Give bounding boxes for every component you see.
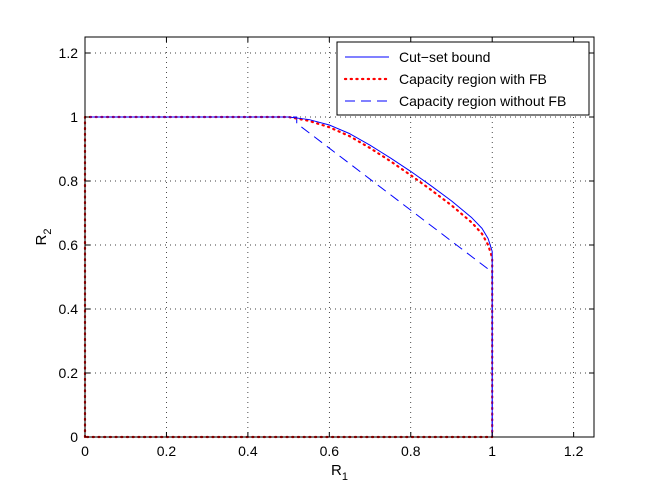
legend-label: Capacity region with FB [399,71,547,87]
x-tick-label: 0.6 [320,443,340,459]
y-tick-label: 0.8 [59,173,79,189]
y-axis-label: R2 [33,229,54,246]
y-tick-label: 0.4 [59,301,79,317]
y-axis-label-main: R [33,234,50,245]
series-layer [83,115,494,439]
legend-label: Capacity region without FB [399,93,566,109]
x-tick-label: 0.4 [238,443,258,459]
legend-label: Cut−set bound [399,49,490,65]
y-tick-label: 0.2 [59,365,79,381]
y-tick-label: 0.6 [59,237,79,253]
x-tick-label: 0.8 [401,443,421,459]
x-axis-label-sub: 1 [342,471,348,483]
y-tick-label: 1 [70,109,78,125]
y-axis-label-sub: 2 [42,229,54,235]
axis-ticks: 0 0.2 0.4 0.6 0.8 1 1.2 0 0.2 0.4 0.6 0.8 1 1.2 [59,37,594,459]
x-axis-label: R1 [331,462,348,483]
x-tick-label: 1.2 [564,443,584,459]
x-tick-label: 1 [488,443,496,459]
legend: Cut−set bound Capacity region with FB Capa… [336,41,590,116]
plot-frame [84,36,595,438]
y-tick-label: 0 [70,429,78,445]
y-tick-label: 1.2 [59,45,79,61]
x-tick-label: 0 [81,443,89,459]
x-tick-label: 0.2 [157,443,177,459]
x-axis-label-main: R [331,462,342,479]
grid-lines [85,37,594,437]
series-line-0 [84,116,493,438]
